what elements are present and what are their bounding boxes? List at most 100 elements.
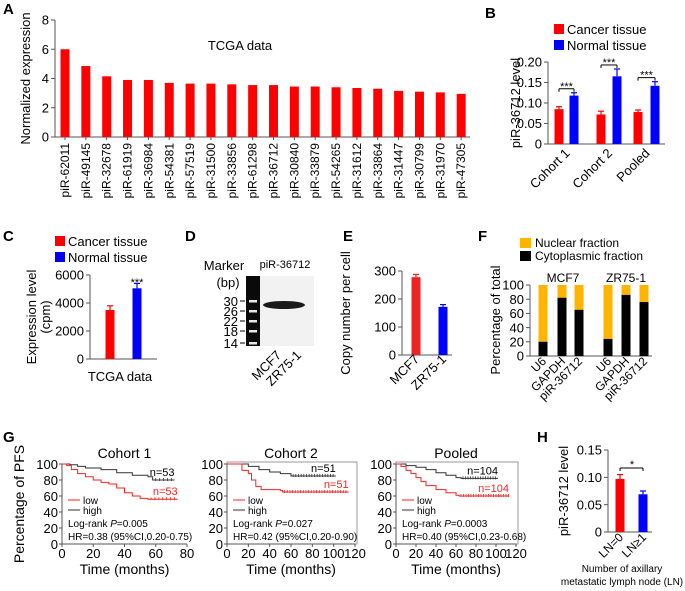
x-axis-label: Time (months) [246,561,336,577]
bar-piR-30840 [289,86,299,137]
log-rank-stat: Log-rank P=0.027 [233,519,313,530]
y-tick-label: 100 [374,320,396,335]
stat-p: P [275,519,282,530]
significance-label: *** [640,70,654,82]
marker-label: Marker [204,258,245,273]
significance-label: *** [603,57,617,69]
panel-letter-G: G [3,429,15,446]
hazard-ratio: HR=0.40 (95%CI,0.23-0.68) [402,532,526,543]
panel-letter-D: D [185,228,196,245]
legend-label-high: high [417,506,436,517]
x-tick-label: piR-36712 [267,143,281,199]
y-tick-label: 20 [510,334,524,349]
stat-prefix: Log-rank [402,519,444,530]
y-tick-label: 0 [42,130,49,145]
y-axis-label: Copy number per cell [338,251,353,375]
significance-label: *** [560,81,574,93]
x-tick-label: 80 [180,546,194,561]
ladder-band [249,330,257,333]
y-tick-label: 60 [378,489,392,504]
stat-prefix: Log-rank [233,519,275,530]
stat-value: =0.0003 [451,519,488,530]
x-tick-label: piR-30799 [412,143,426,199]
y-axis-label: piR-36712 level [508,58,523,148]
x-tick-label: 100 [485,546,507,561]
ladder-label: 26 [224,304,238,319]
hazard-ratio: HR=0.42 (95%CI,0.20-0.90) [233,532,357,543]
km-curve-high [62,463,175,481]
bar-cytoplasmic-piR-36712 [639,302,649,356]
legend-label-high: high [83,506,102,517]
bar-nuclear-U6 [538,285,548,356]
y-tick-label: 0 [595,525,602,540]
km-curve-low [227,463,349,493]
legend-label-cancer: Cancer tissue [68,234,147,249]
x-tick-label: 60 [449,546,463,561]
unit-label: (bp) [216,275,239,290]
legend-swatch-cancer [554,24,564,34]
y-tick-label: 0 [517,349,524,364]
bar-piR-54265 [331,87,341,137]
n-label-low: n=51 [324,479,349,491]
x-tick-label: piR-54265 [329,143,343,199]
stat-value: =0.005 [117,519,148,530]
y-tick-label: 0.05 [577,497,602,512]
bar-piR-61919 [123,79,133,137]
legend-label-low: low [248,496,264,507]
legend-label-cytoplasmic: Cytoplasmic fraction [535,249,643,263]
y-tick-label: 2 [42,100,49,115]
bar-cytoplasmic-U6 [538,341,548,356]
y-tick-label: 80 [209,473,223,488]
y-tick-label: 100 [370,457,392,472]
x-tick-label: piR-31447 [392,143,406,199]
y-axis-label: Percentage of total [488,265,503,374]
x-tick-label: 100 [323,546,345,561]
x-tick-label: piR-61298 [246,143,260,199]
chart-title: TCGA data [208,38,273,53]
x-tick-label: 120 [505,546,527,561]
y-tick-label: 40 [510,320,524,335]
bar-normal-1 [612,76,622,144]
y-tick-label: 40 [378,505,392,520]
legend-label-high: high [248,506,267,517]
x-tick-label: piR-61919 [121,143,135,199]
bar-piR-33864 [373,88,383,137]
ladder-label: 30 [224,294,238,309]
legend-swatch-cancer [55,236,65,246]
x-axis-label: Number of axillary [582,564,663,575]
plot-title: Cohort 1 [98,445,152,461]
x-tick-label: piR-47305 [454,143,468,199]
bar-nuclear-U6 [603,285,613,356]
y-tick-label: 60 [209,489,223,504]
bar-piR-33856 [227,84,237,137]
y-tick-label: 20 [378,521,392,536]
blot-image [260,276,314,346]
x-tick-label: piR-36984 [141,143,155,199]
legend-label-low: low [417,496,433,507]
bar-cytoplasmic-U6 [603,338,613,356]
x-axis-label: Time (months) [80,561,170,577]
y-tick-label: 80 [44,473,58,488]
ladder-label: 22 [224,314,238,329]
legend-label-nuclear: Nuclear fraction [535,236,619,250]
x-tick-label: 60 [149,546,163,561]
panel-letter-C: C [3,228,14,245]
bar-piR-36712 [269,85,278,137]
stat-p: P [110,519,117,530]
bar-zr75-1 [438,306,448,355]
y-tick-label: 2000 [55,324,84,339]
ladder-band [249,300,257,303]
panel-letter-B: B [485,5,496,22]
x-tick-label: 0 [392,546,399,561]
bar-piR-61298 [248,85,258,137]
ladder-band [249,310,257,313]
x-tick-label: 80 [305,546,319,561]
km-curve-high [396,463,498,479]
y-tick-label: 0.10 [517,96,542,111]
x-tick-label: 20 [241,546,255,561]
bar-piR-57519 [185,83,195,137]
y-axis-label: Normalized expression [18,12,33,144]
bar-piR-54381 [164,82,174,137]
panel-letter-A: A [3,1,14,18]
legend-swatch-normal [55,252,65,262]
